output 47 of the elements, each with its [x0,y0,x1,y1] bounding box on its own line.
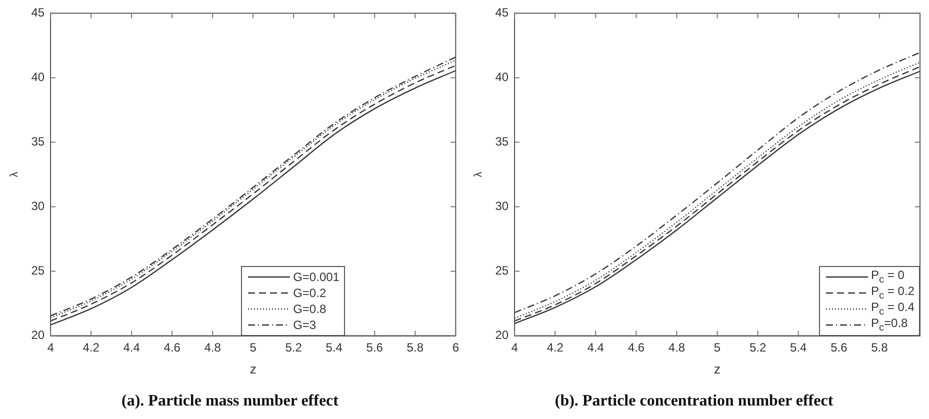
y-tick-label: 35 [495,134,509,149]
x-tick-label: 4.8 [204,340,222,354]
x-tick-label: 4.4 [123,340,140,354]
x-tick-label: 4.6 [628,340,645,354]
x-tick-label: 6 [452,340,460,354]
y-tick-label: 25 [31,264,45,278]
y-tick-label: 20 [31,328,45,342]
legend-label: G=0.8 [293,302,326,316]
x-tick-label: 4 [511,340,518,354]
x-tick-label: 4.2 [82,340,100,354]
x-tick-label: 4.8 [668,340,686,354]
text: (a). Particle mass number effect [122,392,340,410]
x-tick-label: 5.4 [790,340,808,354]
legend-label: P$_{c}$ = 0.4 [871,300,914,318]
y-axis-title: λ [472,171,485,178]
x-tick-label: 4.4 [587,340,604,354]
legend-label: G=0.2 [293,286,326,300]
y-axis-title: λ [8,171,21,178]
x-tick-label: 4.2 [546,340,564,354]
legend-label: G=0.001 [293,270,340,284]
x-axis-title: z [714,362,721,377]
x-tick-label: 5 [250,340,257,354]
y-tick-label: 25 [495,264,509,278]
x-tick-label: 5.4 [326,340,343,354]
x-tick-label: 5 [714,340,721,354]
y-tick-label: 45 [31,6,45,20]
legend-label: G=3 [293,318,316,332]
legend-label: P$_{c}$ = 0 [871,268,904,286]
y-tick-label: 40 [495,70,509,84]
x-tick-label: 5.6 [366,340,384,354]
x-tick-label: 4 [47,340,54,354]
y-tick-label: 30 [31,199,45,214]
x-tick-label: 5.8 [406,340,424,354]
x-tick-label: 5.8 [871,340,888,354]
x-tick-label: 4.6 [164,340,181,354]
text: (b). Particle concentration number effect [554,392,834,410]
y-tick-label: 30 [495,199,509,214]
y-tick-label: 35 [31,134,45,149]
x-tick-label: 5.2 [749,340,766,354]
x-axis-title: z [250,362,256,377]
y-tick-label: 45 [495,6,509,20]
legend-label: P$_{c}$=0.8 [871,316,908,334]
x-tick-label: 5.6 [830,340,848,354]
x-tick-label: 5.2 [285,340,302,354]
y-tick-label: 40 [31,70,45,84]
y-tick-label: 20 [495,328,509,342]
legend-label: P$_{c}$ = 0.2 [871,284,914,302]
